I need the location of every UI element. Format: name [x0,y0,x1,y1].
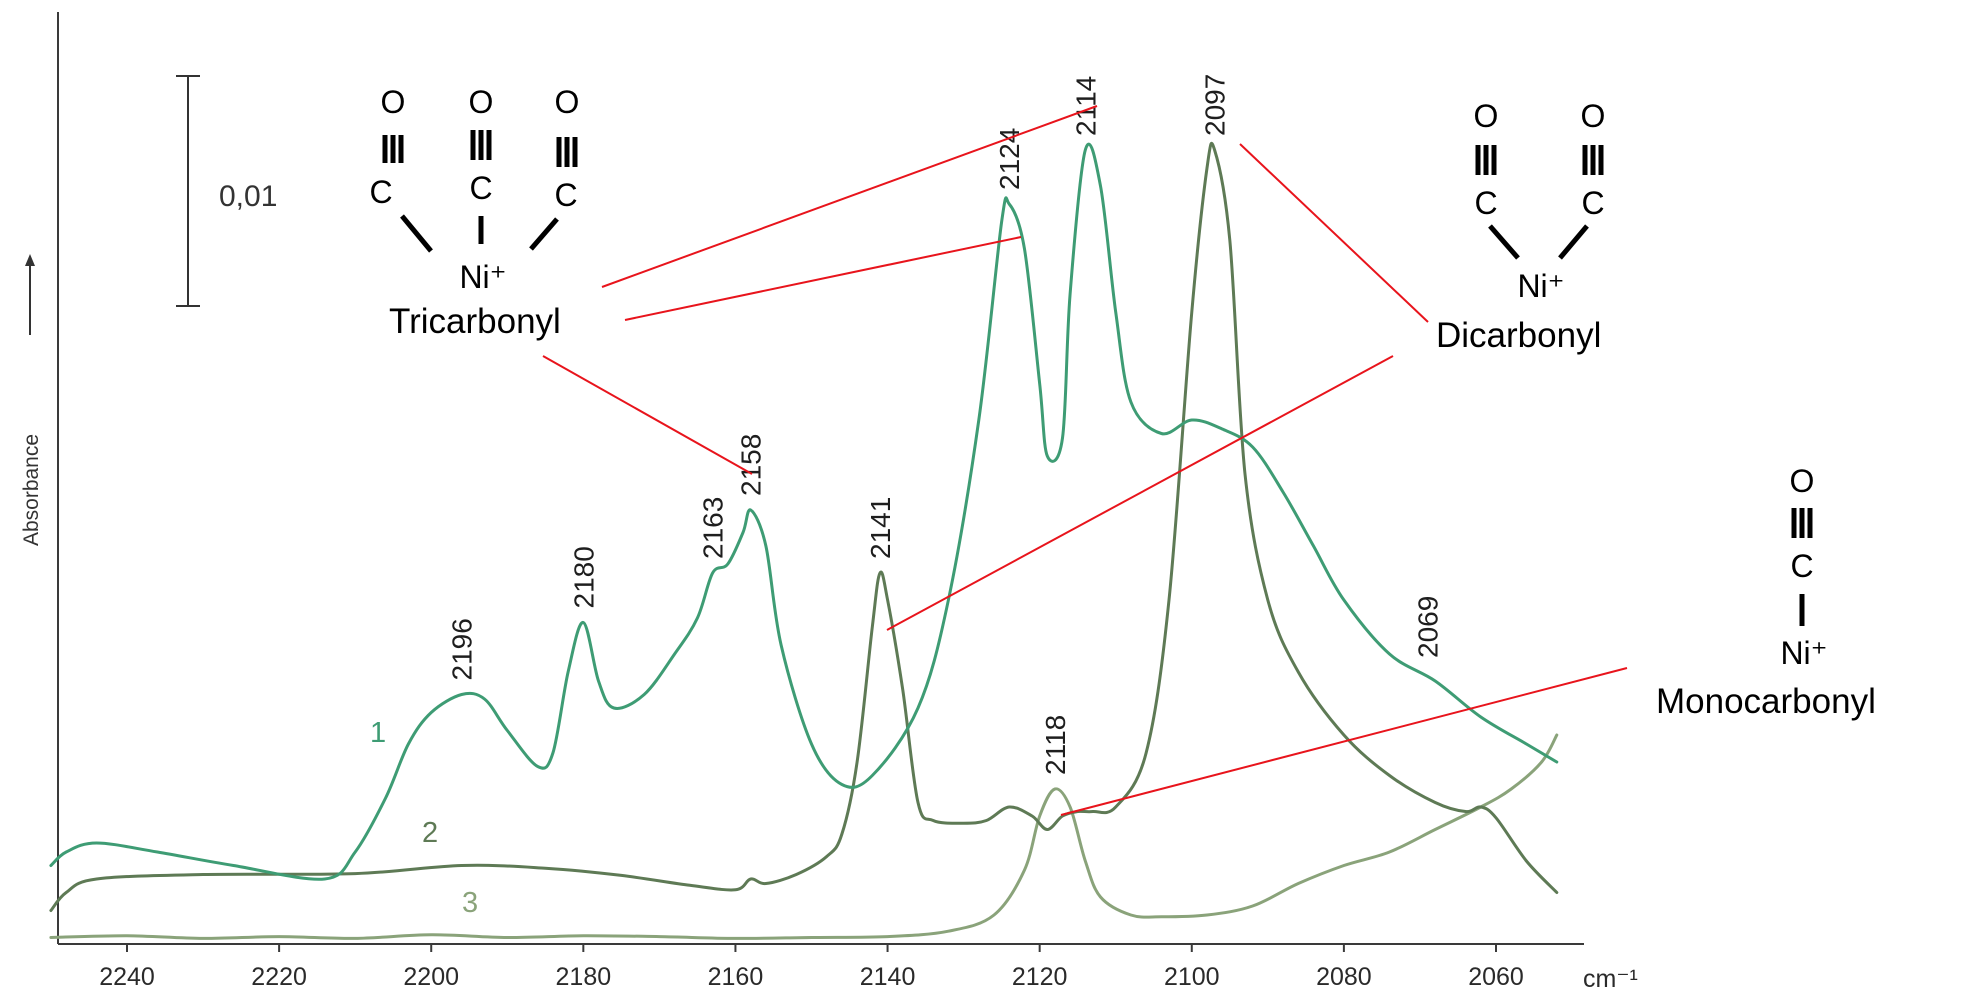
x-tick-label: 2120 [1012,963,1068,991]
tricarbonyl-c-left: C [369,174,392,210]
triple-bond-left [382,135,404,163]
x-tick-label: 2140 [860,963,916,991]
y-axis-arrow-head [25,254,35,266]
dicarbonyl-bond-left [1488,224,1520,260]
series-line-3 [49,733,1559,940]
monocarbonyl-c: C [1790,548,1813,584]
series-label-3: 3 [462,887,478,919]
dicarbonyl-triple-bond-right [1582,145,1604,175]
triple-bond-right [556,137,578,167]
x-tick-label: 2100 [1164,963,1220,991]
x-tick-label: 2060 [1468,963,1524,991]
y-axis-label: Absorbance [20,434,43,546]
series-line-1 [49,142,1559,881]
monocarbonyl-structure: O C Ni⁺ Monocarbonyl [1656,463,1876,721]
y-axis-label-group: Absorbance [20,254,43,546]
tricarbonyl-structure: O O O C C C Ni⁺ Tricarbonyl [369,84,579,341]
peak-label-2196: 2196 [447,618,478,680]
dicarbonyl-structure: O O C C Ni⁺ Dicarbonyl [1436,98,1605,355]
bond-ni-c-right [529,217,559,251]
x-tick-label: 2200 [403,963,459,991]
leader-lines [542,105,1628,816]
bond-ni-c-left [400,214,433,253]
leader-tricarbonyl-2114 [601,105,1098,288]
leader-tricarbonyl-2124 [624,236,1022,321]
tricarbonyl-c-right: C [554,177,577,213]
x-tick-label: 2220 [251,963,307,991]
peak-label-2180: 2180 [568,546,599,608]
peak-label-2118: 2118 [1040,715,1071,775]
peak-label-2163: 2163 [698,497,729,559]
dicarbonyl-label: Dicarbonyl [1436,316,1601,355]
dicarbonyl-bond-right [1558,224,1589,260]
peak-label-2069: 2069 [1413,596,1444,658]
series-layer [49,141,1559,940]
peak-label-2158: 2158 [736,434,767,496]
axes: 2240 2220 2200 2180 2160 2140 2120 2100 2080 2060… [57,12,1638,992]
x-axis-unit-label: cm⁻¹ [1583,965,1638,992]
x-tick-label: 2240 [99,963,155,991]
scale-bar: 0,01 [176,75,277,307]
triple-bond-middle [470,130,492,160]
series-line-2 [49,141,1559,912]
series-labels: 1 2 3 [370,717,478,919]
dicarbonyl-triple-bond-left [1475,145,1497,175]
tricarbonyl-c-middle: C [469,170,492,206]
tricarbonyl-o-left: O [381,84,406,120]
tricarbonyl-ni: Ni⁺ [459,259,506,295]
tricarbonyl-o-middle: O [469,84,494,120]
tricarbonyl-o-right: O [555,84,580,120]
leader-tricarbonyl-2158 [542,355,753,475]
x-tick-label: 2160 [708,963,764,991]
peak-label-2141: 2141 [865,497,896,559]
tricarbonyl-label: Tricarbonyl [389,302,561,341]
series-label-1: 1 [370,717,386,749]
x-tick-label: 2080 [1316,963,1372,991]
series-label-2: 2 [422,817,438,849]
dicarbonyl-ni: Ni⁺ [1517,268,1564,304]
x-tick-label: 2180 [556,963,612,991]
leader-monocarbonyl-2118 [1060,667,1628,816]
dicarbonyl-c-right: C [1581,185,1604,221]
leader-dicarbonyl-2097 [1239,143,1429,323]
scale-bar-label: 0,01 [219,180,277,213]
monocarbonyl-triple-bond [1791,508,1813,538]
monocarbonyl-ni: Ni⁺ [1780,635,1827,671]
x-axis-ticks: 2240 2220 2200 2180 2160 2140 2120 2100 2080 2060 [99,944,1524,991]
peak-label-2097: 2097 [1200,74,1231,136]
monocarbonyl-o: O [1790,463,1815,499]
dicarbonyl-c-left: C [1474,185,1497,221]
dicarbonyl-o-left: O [1474,98,1499,134]
monocarbonyl-label: Monocarbonyl [1656,682,1876,721]
leader-dicarbonyl-2141 [886,355,1394,631]
dicarbonyl-o-right: O [1581,98,1606,134]
